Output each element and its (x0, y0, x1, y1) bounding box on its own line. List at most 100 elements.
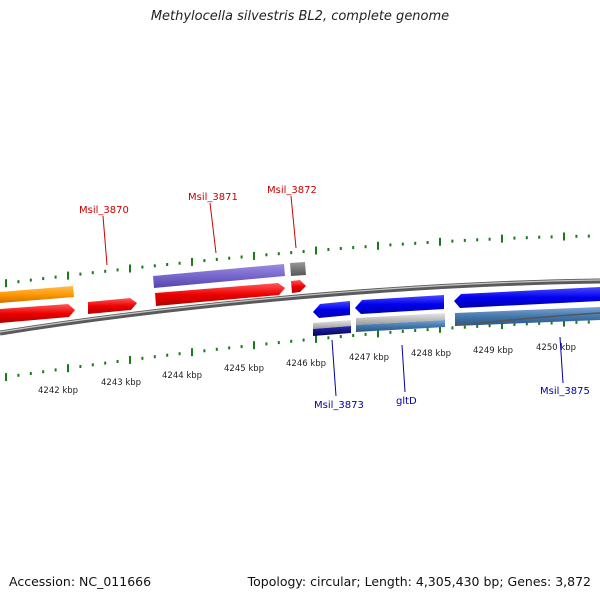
minor-tick (215, 347, 218, 351)
minor-tick (513, 323, 516, 326)
major-tick (563, 318, 565, 327)
scale-label: 4243 kbp (101, 378, 141, 388)
minor-tick (54, 368, 57, 372)
minor-tick (42, 277, 45, 281)
minor-tick (575, 320, 578, 324)
second-backbone-arc (454, 312, 600, 326)
major-tick (501, 234, 503, 243)
minor-tick (265, 342, 268, 346)
leader-gltd (401, 344, 406, 393)
minor-tick (104, 361, 107, 365)
minor-tick (327, 336, 330, 340)
minor-tick (228, 346, 231, 350)
minor-tick (426, 241, 429, 244)
minor-tick (327, 248, 330, 251)
major-tick (67, 271, 69, 280)
minor-tick (463, 325, 466, 329)
cds-msil-3870 (88, 298, 137, 314)
minor-tick (203, 259, 206, 263)
minor-tick (364, 245, 367, 249)
minor-tick (79, 365, 82, 368)
minor-tick (116, 268, 119, 272)
minor-tick (240, 255, 243, 259)
accession-text: Accession: NC_011666 (9, 574, 152, 589)
major-tick (253, 251, 255, 260)
major-tick (67, 364, 69, 373)
gene-label-msil-3872: Msil_3872 (267, 185, 317, 196)
minor-tick (141, 356, 144, 360)
leader-msil-3872 (290, 195, 297, 249)
inner-tick-track (5, 318, 590, 382)
minor-tick (54, 275, 57, 279)
gene-labels: Msil_3870 Msil_3871 Msil_3872 Msil_3873 … (79, 185, 590, 411)
gray-feature-msil-3872 (290, 262, 306, 276)
minor-tick (538, 321, 541, 325)
map-title: Methylocella silvestris BL2, complete ge… (150, 9, 450, 24)
scale-label: 4245 kbp (224, 364, 264, 374)
minor-tick (153, 355, 156, 359)
major-tick (191, 348, 193, 357)
minor-tick (91, 363, 94, 367)
minor-tick (550, 321, 553, 325)
leader-msil-3870 (102, 215, 108, 266)
minor-tick (178, 352, 181, 356)
minor-tick (463, 238, 466, 242)
minor-tick (91, 271, 94, 275)
minor-tick (476, 238, 479, 242)
minor-tick (17, 373, 20, 377)
minor-tick (513, 236, 516, 240)
minor-tick (339, 335, 342, 339)
minor-tick (178, 261, 181, 265)
minor-tick (550, 235, 553, 239)
minor-tick (401, 242, 404, 246)
minor-tick (451, 326, 454, 330)
minor-tick (414, 329, 417, 332)
major-tick (501, 321, 503, 330)
minor-tick (302, 250, 305, 253)
major-tick (191, 257, 193, 266)
minor-tick (116, 360, 119, 363)
minor-tick (141, 265, 144, 269)
minor-tick (451, 239, 454, 243)
gene-label-msil-3875: Msil_3875 (540, 386, 590, 397)
minor-tick (476, 324, 479, 328)
minor-tick (426, 328, 429, 332)
minor-tick (488, 324, 491, 328)
minor-tick (265, 253, 268, 257)
minor-tick (153, 264, 156, 268)
minor-tick (240, 345, 243, 349)
minor-tick (290, 339, 293, 343)
gene-label-gltd: gltD (396, 396, 417, 407)
cds-msil-3872 (291, 280, 306, 293)
minor-tick (364, 332, 367, 336)
orange-feature (0, 286, 74, 303)
scale-label: 4242 kbp (38, 386, 78, 396)
minor-tick (166, 263, 169, 266)
gene-label-msil-3870: Msil_3870 (79, 205, 129, 216)
outer-tick-track (5, 232, 590, 288)
cds-msil-3875 (454, 287, 600, 308)
minor-tick (42, 370, 45, 374)
minor-tick (302, 338, 305, 342)
minor-tick (339, 247, 342, 250)
minor-tick (575, 234, 578, 238)
silver-feature-gltd (356, 313, 445, 325)
scale-label: 4249 kbp (473, 346, 513, 356)
minor-tick (488, 237, 491, 241)
scale-label: 4250 kbp (536, 343, 576, 353)
cds-msil-3869 (0, 304, 75, 323)
leader-msil-3875 (559, 336, 564, 384)
major-tick (129, 264, 131, 273)
minor-tick (277, 341, 280, 345)
scale-label: 4247 kbp (349, 353, 389, 363)
major-tick (563, 232, 565, 241)
minor-tick (352, 246, 355, 250)
genome-backbone (0, 278, 600, 336)
minor-tick (215, 257, 218, 261)
minor-tick (401, 329, 404, 333)
cds-msil-3871 (155, 283, 285, 306)
major-tick (253, 341, 255, 350)
minor-tick (538, 235, 541, 239)
minor-tick (389, 330, 392, 334)
major-tick (5, 279, 7, 288)
